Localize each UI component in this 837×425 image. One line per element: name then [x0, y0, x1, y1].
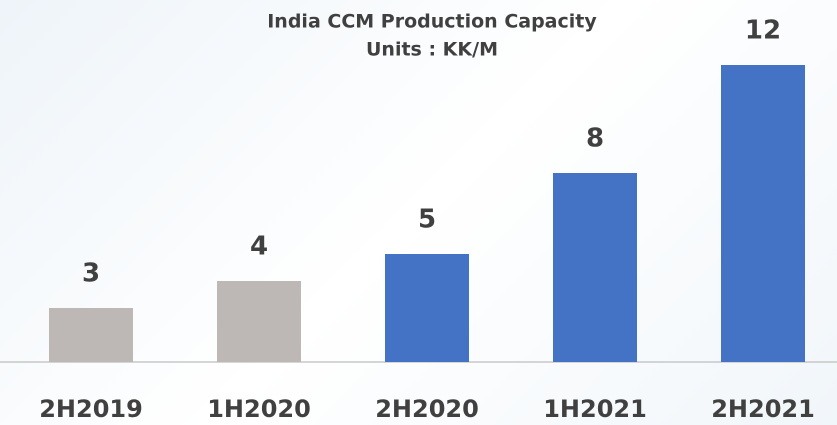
- x-tick-label: 2H2019: [39, 395, 143, 423]
- value-label: 3: [82, 259, 100, 289]
- chart-title: India CCM Production Capacity: [267, 11, 597, 33]
- bar: [49, 308, 133, 362]
- bar: [217, 281, 301, 362]
- chart-subtitle: Units : KK/M: [366, 39, 498, 61]
- x-tick-label: 2H2020: [375, 395, 479, 423]
- value-label: 12: [745, 16, 781, 46]
- x-tick-label: 2H2021: [711, 395, 815, 423]
- bar: [721, 65, 805, 362]
- value-label: 5: [418, 205, 436, 235]
- x-tick-label: 1H2020: [207, 395, 311, 423]
- bar: [385, 254, 469, 362]
- bar: [553, 173, 637, 362]
- value-label: 4: [250, 232, 268, 262]
- x-tick-label: 1H2021: [543, 395, 647, 423]
- value-label: 8: [586, 124, 604, 154]
